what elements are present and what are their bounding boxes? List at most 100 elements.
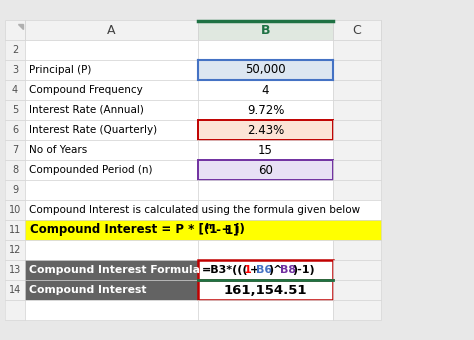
Text: Compounded Period (n): Compounded Period (n)	[29, 165, 153, 175]
Bar	[333, 280, 381, 300]
Bar	[25, 80, 198, 100]
Text: =B3*(((: =B3*(((	[202, 265, 248, 275]
Bar	[5, 220, 25, 240]
Bar	[5, 20, 25, 40]
Text: Compound Frequency: Compound Frequency	[29, 85, 143, 95]
Bar	[5, 140, 25, 160]
Text: 4: 4	[262, 84, 269, 97]
Bar	[25, 160, 198, 180]
Text: 6: 6	[12, 125, 18, 135]
Bar	[333, 60, 381, 80]
Text: 60: 60	[258, 164, 273, 176]
Text: Compound Interest = P * [(1 + i): Compound Interest = P * [(1 + i)	[30, 223, 245, 237]
Bar	[333, 240, 381, 260]
Text: 5: 5	[12, 105, 18, 115]
Text: B: B	[261, 23, 270, 36]
Bar	[25, 40, 198, 60]
Bar	[198, 140, 333, 160]
Text: Interest Rate (Annual): Interest Rate (Annual)	[29, 105, 144, 115]
Bar	[5, 280, 25, 300]
Bar	[333, 80, 381, 100]
Bar	[198, 60, 333, 80]
Bar	[25, 240, 198, 260]
Bar	[333, 140, 381, 160]
Bar	[25, 140, 198, 160]
Bar	[25, 280, 198, 300]
Text: n: n	[205, 222, 211, 231]
Bar	[25, 300, 198, 320]
Bar	[198, 80, 333, 100]
Bar	[198, 100, 333, 120]
Text: A: A	[107, 23, 116, 36]
Text: 3: 3	[12, 65, 18, 75]
Bar	[25, 60, 198, 80]
Bar	[5, 100, 25, 120]
Bar	[25, 260, 198, 280]
Bar	[198, 40, 333, 60]
Bar	[5, 260, 25, 280]
Bar	[333, 160, 381, 180]
Polygon shape	[18, 24, 23, 29]
Text: No of Years: No of Years	[29, 145, 87, 155]
Bar	[333, 100, 381, 120]
Bar	[25, 100, 198, 120]
Bar	[198, 260, 333, 280]
Bar	[198, 160, 333, 180]
Text: C: C	[353, 23, 361, 36]
Bar	[333, 120, 381, 140]
Bar	[198, 300, 333, 320]
Text: B8: B8	[280, 265, 296, 275]
Bar	[5, 160, 25, 180]
Bar	[333, 20, 381, 40]
Bar	[5, 60, 25, 80]
Text: 12: 12	[9, 245, 21, 255]
Bar	[25, 200, 198, 220]
Bar	[25, 220, 381, 240]
Text: Compound Interest Formula: Compound Interest Formula	[29, 265, 200, 275]
Text: +: +	[250, 265, 259, 275]
Text: Compound Interest is calculated using the formula given below: Compound Interest is calculated using th…	[29, 205, 360, 215]
Bar	[5, 20, 381, 320]
Bar	[198, 120, 333, 140]
Bar	[333, 40, 381, 60]
Bar	[5, 200, 25, 220]
Bar	[198, 240, 333, 260]
Bar	[333, 300, 381, 320]
Text: )-1): )-1)	[292, 265, 315, 275]
Bar	[5, 80, 25, 100]
Text: )^: )^	[268, 265, 283, 275]
Text: 14: 14	[9, 285, 21, 295]
Bar	[25, 120, 198, 140]
Bar	[5, 120, 25, 140]
Text: Interest Rate (Quarterly): Interest Rate (Quarterly)	[29, 125, 157, 135]
Text: 8: 8	[12, 165, 18, 175]
Bar	[333, 180, 381, 200]
Text: 13: 13	[9, 265, 21, 275]
Bar	[5, 40, 25, 60]
Text: 161,154.51: 161,154.51	[224, 284, 307, 296]
Text: 15: 15	[258, 143, 273, 156]
Text: B6: B6	[256, 265, 272, 275]
Bar	[198, 200, 381, 220]
Text: 11: 11	[9, 225, 21, 235]
Bar	[198, 180, 333, 200]
Bar	[5, 300, 25, 320]
Bar	[5, 180, 25, 200]
Text: 10: 10	[9, 205, 21, 215]
Text: - 1]: - 1]	[212, 223, 239, 237]
Bar	[198, 20, 333, 40]
Text: 2: 2	[12, 45, 18, 55]
Text: 7: 7	[12, 145, 18, 155]
Text: 2.43%: 2.43%	[247, 123, 284, 136]
Bar	[333, 260, 381, 280]
Text: 50,000: 50,000	[245, 64, 286, 76]
Text: Compound Interest: Compound Interest	[29, 285, 146, 295]
Bar	[5, 240, 25, 260]
Text: 9.72%: 9.72%	[247, 103, 284, 117]
Text: 9: 9	[12, 185, 18, 195]
Bar	[198, 280, 333, 300]
Text: 4: 4	[12, 85, 18, 95]
Bar	[25, 20, 198, 40]
Text: Principal (P): Principal (P)	[29, 65, 91, 75]
Text: 1: 1	[244, 265, 252, 275]
